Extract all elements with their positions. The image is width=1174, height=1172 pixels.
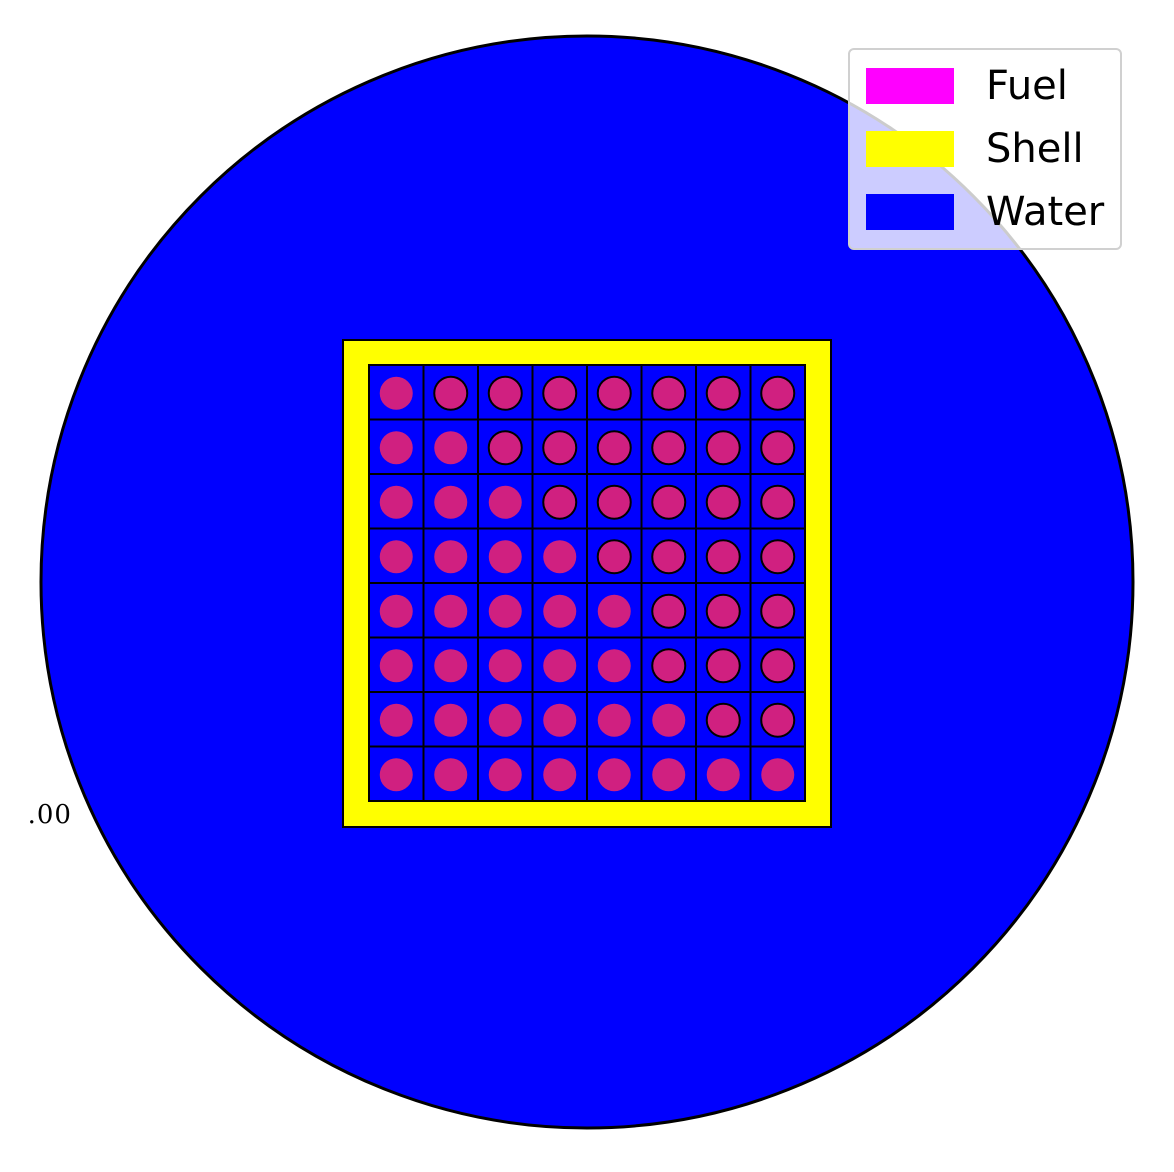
fuel-pin	[543, 540, 577, 574]
fuel-pin	[596, 430, 632, 466]
fuel-pin	[652, 758, 686, 792]
fuel-pin	[760, 702, 796, 738]
fuel-pin	[651, 593, 687, 629]
legend-swatch-shell	[866, 131, 954, 167]
fuel-pin	[434, 540, 468, 574]
fuel-pin	[543, 758, 577, 792]
fuel-pin	[705, 375, 741, 411]
fuel-pin	[651, 430, 687, 466]
legend-swatch-water	[866, 194, 954, 230]
fuel-pin	[488, 703, 522, 737]
axis-tick-fragment: .00	[24, 800, 72, 830]
fuel-pin	[760, 648, 796, 684]
fuel-pin	[379, 540, 413, 574]
fuel-pin	[760, 593, 796, 629]
fuel-pin	[596, 484, 632, 520]
fuel-pin	[706, 758, 740, 792]
legend-swatch-fuel	[866, 68, 954, 104]
fuel-pin	[434, 594, 468, 628]
fuel-pin	[651, 484, 687, 520]
fuel-pin	[760, 430, 796, 466]
fuel-pin	[596, 375, 632, 411]
fuel-pin	[488, 594, 522, 628]
fuel-pin	[651, 375, 687, 411]
fuel-pin	[379, 485, 413, 519]
fuel-pin	[487, 430, 523, 466]
fuel-pin	[760, 484, 796, 520]
fuel-pin	[487, 375, 523, 411]
fuel-pin	[379, 649, 413, 683]
legend-label-fuel: Fuel	[986, 63, 1068, 109]
fuel-pin	[379, 703, 413, 737]
fuel-pin	[597, 594, 631, 628]
fuel-pin	[379, 431, 413, 465]
fuel-pin	[543, 649, 577, 683]
fuel-pin	[705, 648, 741, 684]
fuel-pin	[597, 649, 631, 683]
fuel-pin	[597, 758, 631, 792]
lattice-grid	[369, 365, 805, 801]
fuel-pin	[705, 484, 741, 520]
fuel-pin	[542, 484, 578, 520]
legend: Fuel Shell Water	[848, 48, 1122, 250]
legend-item-water: Water	[866, 186, 1104, 238]
fuel-pin	[651, 648, 687, 684]
legend-item-shell: Shell	[866, 123, 1084, 175]
fuel-pin	[705, 539, 741, 575]
fuel-pin	[433, 375, 469, 411]
fuel-pin	[651, 539, 687, 575]
fuel-pin	[488, 649, 522, 683]
fuel-pin	[705, 702, 741, 738]
fuel-pin	[488, 485, 522, 519]
fuel-pin	[434, 703, 468, 737]
fuel-pin	[652, 703, 686, 737]
fuel-pin	[488, 758, 522, 792]
fuel-pin	[542, 430, 578, 466]
fuel-pin	[379, 758, 413, 792]
fuel-pin	[597, 703, 631, 737]
legend-item-fuel: Fuel	[866, 60, 1068, 112]
legend-label-shell: Shell	[986, 126, 1084, 172]
fuel-pin	[488, 540, 522, 574]
fuel-pin	[542, 375, 578, 411]
legend-label-water: Water	[986, 189, 1105, 235]
fuel-pin	[596, 539, 632, 575]
fuel-pin	[760, 375, 796, 411]
fuel-pin	[705, 430, 741, 466]
fuel-pins	[379, 375, 796, 792]
fuel-pin	[705, 593, 741, 629]
fuel-pin	[760, 539, 796, 575]
fuel-pin	[434, 649, 468, 683]
fuel-pin	[761, 758, 795, 792]
fuel-pin	[379, 594, 413, 628]
fuel-pin	[379, 376, 413, 410]
fuel-pin	[543, 703, 577, 737]
fuel-pin	[434, 431, 468, 465]
fuel-pin	[543, 594, 577, 628]
fuel-pin	[434, 758, 468, 792]
fuel-pin	[434, 485, 468, 519]
